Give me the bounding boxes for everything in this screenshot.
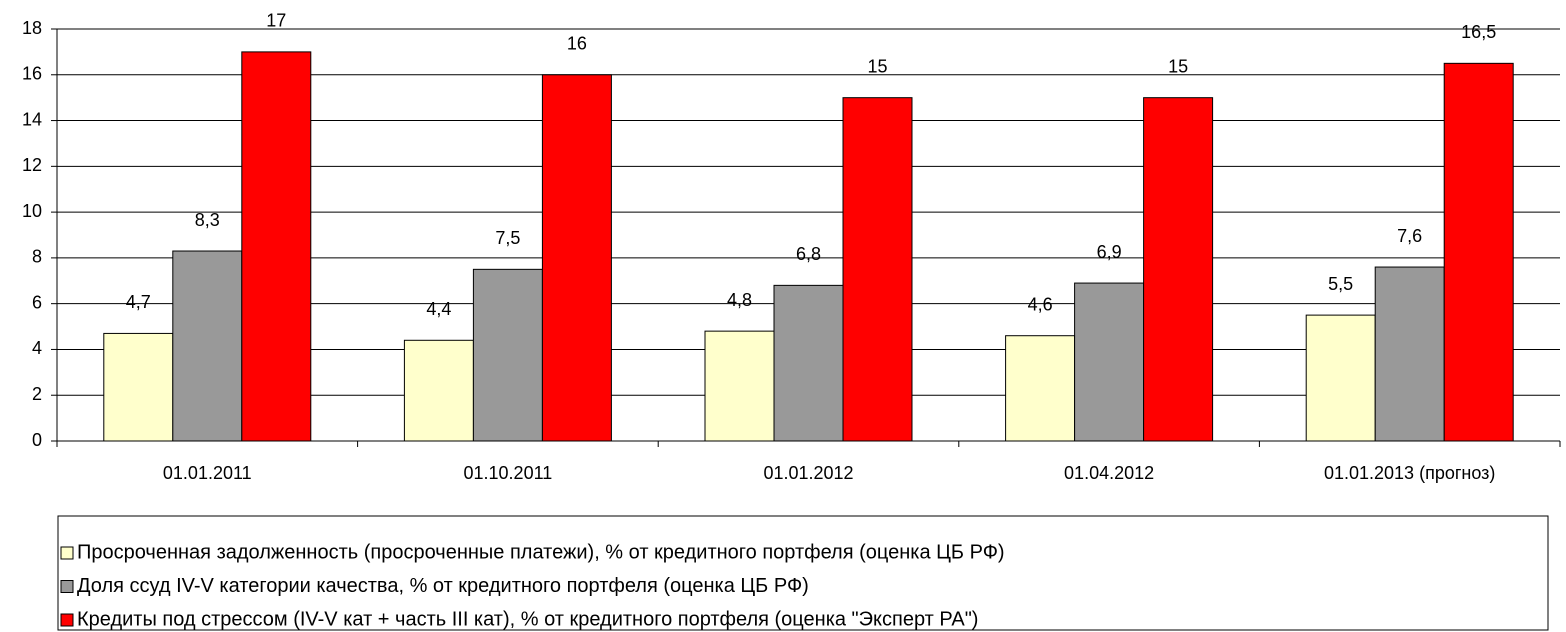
y-tick-label: 6 (32, 292, 42, 312)
data-label: 4,7 (126, 292, 151, 312)
y-tick-label: 14 (22, 109, 42, 129)
y-tick-label: 16 (22, 64, 42, 84)
bar (403, 339, 474, 442)
data-label: 4,6 (1028, 294, 1053, 314)
legend-label: Доля ссуд IV-V категории качества, % от … (77, 575, 809, 597)
bar (241, 51, 312, 442)
bar (1005, 335, 1076, 442)
x-tick-label: 01.01.2011 (163, 463, 252, 483)
data-label: 15 (1168, 56, 1188, 76)
bar (1374, 266, 1445, 442)
data-label: 17 (266, 11, 286, 31)
legend-swatch (60, 580, 74, 593)
bar (704, 330, 775, 442)
legend-box (57, 515, 1549, 631)
bar (773, 284, 844, 442)
x-tick-label: 01.04.2012 (1064, 463, 1154, 483)
bar (103, 332, 174, 442)
data-label: 16 (567, 34, 587, 54)
bar (1143, 97, 1214, 442)
bar (1443, 62, 1514, 442)
data-label: 4,8 (727, 290, 752, 310)
bar (472, 268, 543, 442)
legend-label: Кредиты под стрессом (IV-V кат + часть I… (77, 608, 978, 630)
y-tick-label: 0 (32, 430, 42, 450)
data-label: 8,3 (195, 210, 220, 230)
data-label: 7,5 (495, 228, 520, 248)
bar (1305, 314, 1376, 442)
x-tick-label: 01.01.2013 (прогноз) (1324, 463, 1495, 483)
data-label: 7,6 (1397, 226, 1422, 246)
legend-swatch (60, 613, 74, 627)
bar (172, 250, 243, 442)
data-label: 16,5 (1461, 22, 1496, 42)
legend-swatch (60, 546, 74, 560)
bar (541, 74, 612, 442)
y-tick-label: 8 (32, 247, 42, 267)
x-tick-label: 01.10.2011 (464, 463, 553, 483)
bar (1074, 282, 1145, 442)
data-label: 6,8 (796, 244, 821, 264)
data-label: 6,9 (1097, 242, 1122, 262)
data-label: 5,5 (1328, 274, 1353, 294)
legend-label: Просроченная задолженность (просроченные… (77, 541, 1005, 563)
y-tick-label: 2 (32, 384, 42, 404)
y-tick-label: 12 (22, 155, 42, 175)
y-tick-label: 18 (22, 18, 42, 38)
y-tick-label: 10 (22, 201, 42, 221)
y-tick-label: 4 (32, 338, 42, 358)
bar (842, 97, 913, 442)
data-label: 4,4 (426, 299, 451, 319)
x-tick-label: 01.01.2012 (763, 463, 853, 483)
data-label: 15 (867, 56, 887, 76)
